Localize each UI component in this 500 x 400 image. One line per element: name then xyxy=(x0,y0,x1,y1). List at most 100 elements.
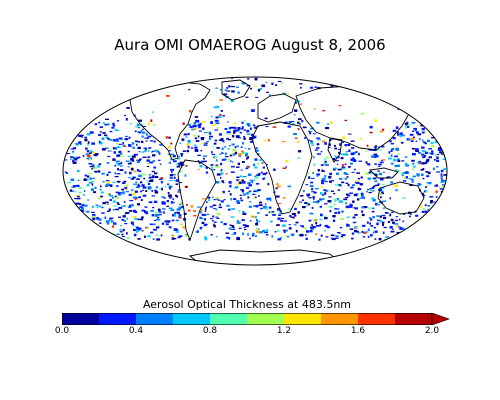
aod-pixel xyxy=(315,137,318,139)
aod-pixel xyxy=(205,166,208,169)
aod-pixel xyxy=(72,161,77,164)
aod-pixel xyxy=(132,209,136,213)
aod-pixel xyxy=(151,195,156,197)
aod-pixel xyxy=(83,194,86,196)
aod-pixel xyxy=(367,188,370,191)
aod-pixel xyxy=(84,138,88,142)
aod-pixel xyxy=(101,137,105,140)
aod-pixel xyxy=(360,137,362,140)
aod-pixel xyxy=(428,148,432,150)
aod-pixel xyxy=(360,112,365,115)
aod-pixel xyxy=(327,147,331,149)
aod-pixel xyxy=(170,201,174,204)
aod-pixel xyxy=(374,155,379,158)
aod-pixel xyxy=(120,165,123,167)
aod-pixel xyxy=(246,157,248,160)
aod-pixel xyxy=(244,147,247,149)
aod-pixel xyxy=(332,219,336,222)
aod-pixel xyxy=(187,209,191,212)
aod-pixel xyxy=(381,159,383,162)
aod-pixel xyxy=(177,236,181,239)
aod-pixel xyxy=(220,221,223,224)
colorbar-segment xyxy=(358,313,396,325)
aod-pixel xyxy=(193,128,197,130)
aod-pixel xyxy=(134,218,138,220)
aod-pixel xyxy=(230,126,234,129)
aod-pixel xyxy=(231,86,235,88)
aod-pixel xyxy=(342,168,346,170)
aod-pixel xyxy=(203,236,207,239)
aod-pixel xyxy=(308,139,310,141)
aod-pixel xyxy=(295,102,297,104)
aod-pixel xyxy=(223,223,227,226)
aod-pixel xyxy=(156,218,158,220)
aod-pixel xyxy=(404,162,408,165)
aod-pixel xyxy=(150,119,153,122)
aod-pixel xyxy=(228,133,232,136)
aod-pixel xyxy=(300,233,304,237)
aod-pixel xyxy=(215,181,220,184)
aod-pixel xyxy=(274,123,278,125)
aod-pixel xyxy=(300,87,302,89)
aod-pixel xyxy=(116,233,120,235)
aod-pixel xyxy=(173,201,175,204)
aod-pixel xyxy=(392,129,397,132)
aod-pixel xyxy=(102,148,106,151)
aod-pixel xyxy=(86,184,90,187)
aod-pixel xyxy=(402,220,405,223)
aod-pixel xyxy=(236,237,240,241)
aod-pixel xyxy=(237,221,240,224)
aod-pixel xyxy=(428,152,432,154)
aod-pixel xyxy=(240,189,244,191)
aod-pixel xyxy=(351,232,355,235)
aod-pixel xyxy=(145,190,148,192)
aod-pixel xyxy=(280,236,283,239)
aod-pixel xyxy=(392,152,395,154)
aod-pixel xyxy=(161,222,165,225)
aod-pixel xyxy=(89,158,91,161)
aod-pixel xyxy=(245,225,249,228)
aod-pixel xyxy=(354,229,357,233)
aod-pixel xyxy=(236,176,240,179)
aod-pixel xyxy=(154,191,159,194)
aod-pixel xyxy=(266,234,269,236)
aod-pixel xyxy=(168,226,172,229)
aod-pixel xyxy=(249,179,254,182)
aod-pixel xyxy=(173,228,178,230)
aod-pixel xyxy=(409,213,412,215)
aod-pixel xyxy=(176,208,181,211)
aod-pixel xyxy=(412,130,414,132)
aod-pixel xyxy=(421,162,426,165)
aod-pixel xyxy=(390,142,394,145)
aod-pixel xyxy=(251,109,255,112)
aod-pixel xyxy=(194,144,197,147)
aod-pixel xyxy=(134,130,137,133)
aod-pixel xyxy=(233,122,237,124)
aod-pixel xyxy=(193,122,197,125)
aod-pixel xyxy=(83,204,88,207)
aod-pixel xyxy=(307,203,311,206)
aod-pixel xyxy=(271,82,274,85)
aod-pixel xyxy=(114,195,117,198)
aod-pixel xyxy=(400,134,405,137)
aod-pixel xyxy=(381,221,385,224)
aod-pixel xyxy=(132,146,136,149)
aod-pixel xyxy=(334,155,337,158)
aod-pixel xyxy=(397,108,400,111)
aod-pixel xyxy=(253,163,256,166)
aod-pixel xyxy=(212,219,214,222)
aod-pixel xyxy=(141,216,144,219)
aod-pixel xyxy=(219,99,223,101)
aod-pixel xyxy=(115,147,118,150)
aod-pixel xyxy=(427,208,430,211)
aod-pixel xyxy=(140,199,143,201)
aod-pixel xyxy=(229,184,232,188)
colorbar-segment xyxy=(99,313,137,325)
aod-pixel xyxy=(417,133,422,136)
aod-pixel xyxy=(299,195,304,197)
aod-pixel xyxy=(204,238,208,241)
coastline-asia xyxy=(295,85,411,151)
aod-pixel xyxy=(206,201,208,204)
aod-pixel xyxy=(159,163,162,165)
aod-pixel xyxy=(299,83,303,85)
